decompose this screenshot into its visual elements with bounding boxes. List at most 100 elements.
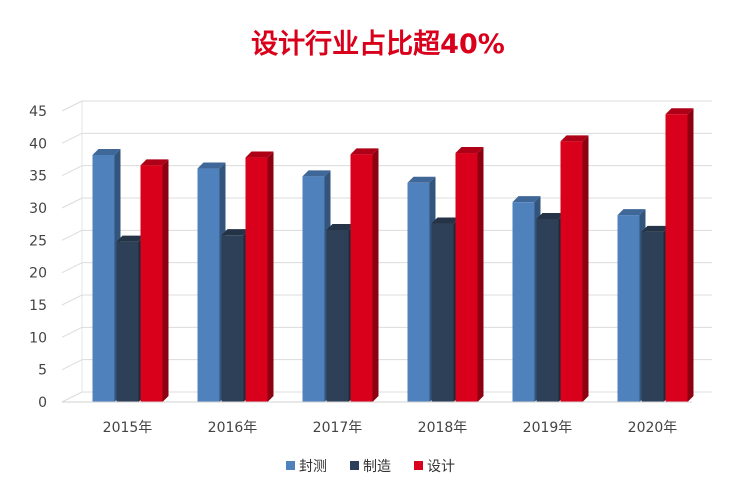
bar-front [350,154,373,402]
bar-top [407,176,436,183]
gridline-floor-edge [61,197,83,209]
bar-封测-2017年 [302,170,331,402]
bar-制造-2017年 [326,223,355,402]
y-axis: 0 5 10 15 20 25 30 35 40 45 [29,104,47,411]
bar-top [560,135,589,142]
legend-label: 制造 [363,459,391,475]
bar-top [455,147,484,154]
gridline-floor-edge [61,359,83,371]
bar-side [582,135,589,403]
y-tick-label: 20 [29,266,47,282]
x-tick-label: 2018年 [418,420,468,436]
gridlines [61,100,712,403]
gridline-floor-edge [61,262,83,274]
y-tick-label: 25 [29,233,47,249]
y-tick-label: 0 [38,395,47,411]
bar-top [536,212,565,219]
bar-制造-2015年 [116,235,145,402]
chart-title: 设计行业占比超40% [251,29,505,60]
x-tick-label: 2020年 [628,420,678,436]
bar-封测-2015年 [92,148,121,402]
bar-front [665,114,688,402]
bar-top [221,229,250,236]
bar-设计-2017年 [350,148,379,402]
gridline-floor-edge [61,132,83,144]
bar-top [140,159,169,166]
bar-front [407,182,430,402]
bar-front [92,154,115,402]
bar-front [221,235,244,402]
x-tick-label: 2017年 [313,420,363,436]
gridline-floor-edge [61,165,83,177]
y-tick-label: 40 [29,136,47,152]
gridline-floor-edge [61,294,83,306]
bar-top [326,223,355,230]
bar-front [140,165,163,402]
bar-front [617,215,640,402]
x-tick-label: 2015年 [103,420,153,436]
gridline-floor-edge [61,391,83,403]
bar-制造-2019年 [536,212,565,402]
y-tick-label: 35 [29,169,47,185]
x-tick-label: 2019年 [523,420,573,436]
bar-front [512,202,535,402]
legend-swatch [286,461,295,470]
bar-side [162,159,169,402]
bar-top [92,148,121,155]
gridline-floor-edge [61,229,83,241]
bar-制造-2020年 [641,225,670,402]
bar-front [116,241,139,402]
gridline-floor-edge [61,100,83,112]
y-tick-label: 10 [29,330,47,346]
bar-front [302,176,325,402]
bar-front [326,229,349,402]
x-axis: 2015年 2016年 2017年 2018年 2019年 2020年 [62,401,692,436]
bar-front [641,231,664,402]
bar-front [536,218,559,402]
bar-top [116,235,145,242]
bar-top [617,209,646,216]
bar-top [302,170,331,177]
legend-item-设计: 设计 [414,459,455,475]
bar-top [512,196,541,203]
bar-封测-2016年 [197,162,226,402]
bar-设计-2019年 [560,135,589,403]
bar-side [267,151,274,402]
y-tick-label: 30 [29,201,47,217]
bar-制造-2016年 [221,229,250,402]
bar-top [350,148,379,155]
gridline-floor-edge [61,326,83,338]
bars [92,108,694,403]
bar-制造-2018年 [431,217,460,402]
bar-front [245,157,268,402]
bar-front [431,223,454,402]
legend-swatch [414,461,423,470]
x-tick-label: 2016年 [208,420,258,436]
bar-top [197,162,226,169]
legend-item-封测: 封测 [286,459,327,475]
legend-label: 封测 [299,459,327,475]
legend-swatch [350,461,359,470]
bar-设计-2015年 [140,159,169,402]
legend-label: 设计 [427,459,455,475]
legend-item-制造: 制造 [350,459,391,475]
y-tick-label: 15 [29,298,47,314]
bar-设计-2016年 [245,151,274,402]
bar-front [197,168,220,402]
bar-top [431,217,460,224]
y-tick-label: 45 [29,104,47,120]
bar-front [560,141,583,403]
legend: 封测 制造 设计 [286,459,455,475]
bar-封测-2018年 [407,176,436,402]
bar-top [641,225,670,232]
bar-封测-2020年 [617,209,646,402]
y-tick-label: 5 [38,363,47,379]
bar-设计-2018年 [455,147,484,402]
bar-side [687,108,694,402]
bar-top [665,108,694,115]
bar-side [477,147,484,402]
bar-top [245,151,274,158]
bar-封测-2019年 [512,196,541,402]
bar-side [372,148,379,402]
